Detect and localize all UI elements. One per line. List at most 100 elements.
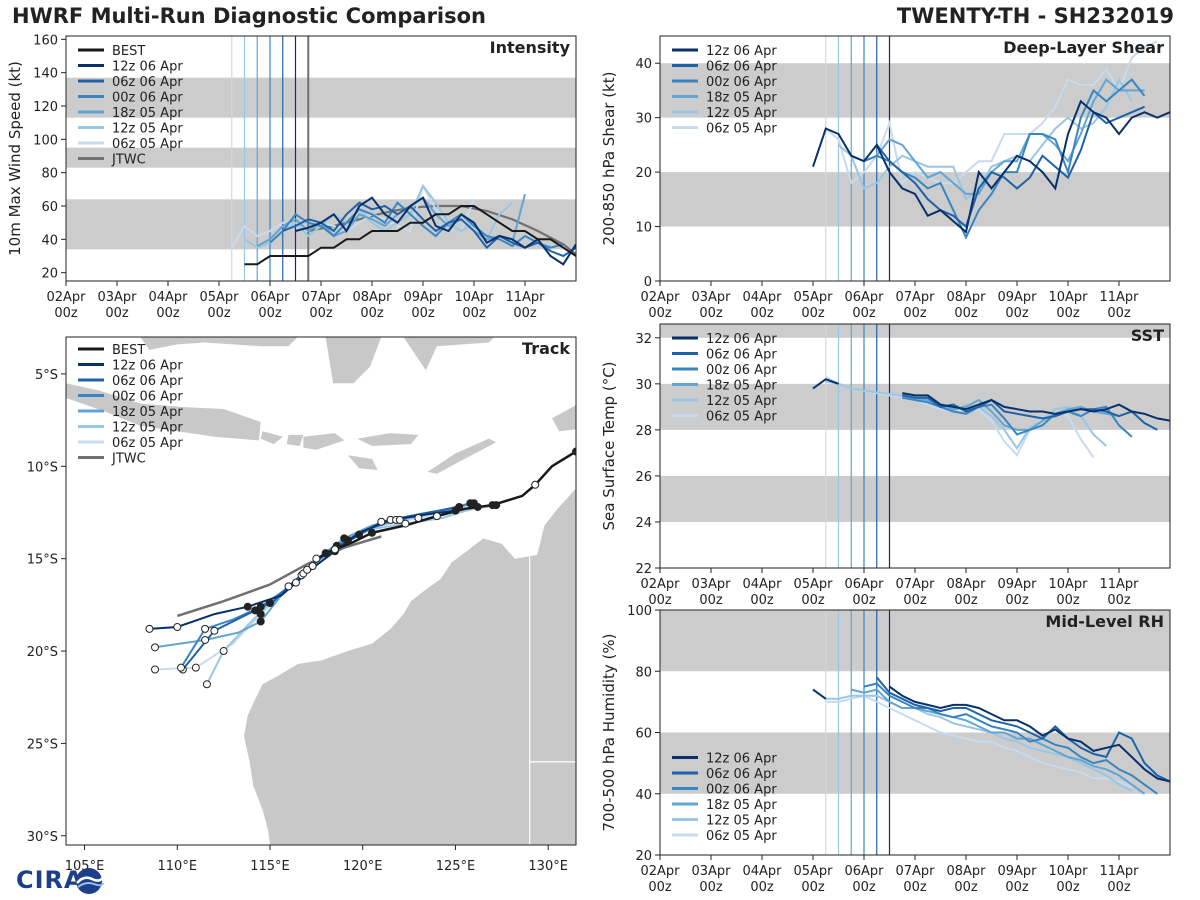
x-tick-date: 04Apr [742,577,782,592]
track-marker [395,515,404,524]
sulawesi-island [325,337,382,384]
track-marker [432,512,441,521]
shaded-band [660,475,1170,522]
panel-sst: 22242628303202Apr00z03Apr00z04Apr00z05Ap… [600,323,1171,608]
x-tick-hour: 00z [852,306,876,321]
storm-id: TWENTY-TH - SH232019 [896,4,1174,28]
legend-label: 12z 06 Apr [706,752,777,767]
y-tick-label: 5°S [35,368,58,383]
legend-label: 06z 05 Apr [706,122,777,137]
y-tick-label: 20 [635,849,652,864]
x-tick-date: 11Apr [1099,864,1139,879]
y-tick-label: 30 [635,112,652,127]
x-tick-date: 11Apr [1099,577,1139,592]
track-marker [256,617,265,626]
x-tick-hour: 00z [954,593,978,608]
x-tick-hour: 00z [1107,880,1131,895]
legend-label: 06z 06 Apr [112,374,183,389]
x-tick-date: 06Apr [844,577,884,592]
legend-label: 12z 06 Apr [706,44,777,59]
track-marker [321,549,330,558]
track-marker [266,599,274,608]
tanimbar-island [551,405,576,432]
legend-label: 06z 05 Apr [112,137,183,152]
legend-label: 12z 06 Apr [706,332,777,347]
legend-label: 00z 06 Apr [706,75,777,90]
x-tick-date: 04Apr [742,290,782,305]
x-tick-hour: 00z [1056,593,1080,608]
x-tick-hour: 00z [1056,880,1080,895]
x-tick-date: 06Apr [844,290,884,305]
track-marker [243,602,252,611]
track-marker [201,635,210,644]
shaded-band [660,172,1170,227]
panel-intensity: 2040608010012014016002Apr00z03Apr00z04Ap… [6,33,577,321]
x-tick-hour: 00z [648,593,672,608]
x-tick-date: 05Apr [793,864,833,879]
x-tick-date: 08Apr [352,290,392,305]
x-tick-date: 04Apr [148,290,188,305]
shaded-band [660,610,1170,672]
x-tick-date: 11Apr [1099,290,1139,305]
axes-frame [65,336,577,846]
x-tick-hour: 00z [699,306,723,321]
x-tick-date: 07Apr [895,577,935,592]
track-marker [251,606,260,615]
lombok-island [286,434,304,446]
panel-shear: 01020304002Apr00z03Apr00z04Apr00z05Apr00… [600,35,1171,321]
x-tick-date: 03Apr [691,577,731,592]
series-group [230,183,576,266]
x-tick-date: 08Apr [946,577,986,592]
x-tick-hour: 00z [801,880,825,895]
x-tick-date: 04Apr [742,864,782,879]
run-line [851,688,1146,795]
jtwc-track [176,535,382,618]
bali-island [260,431,283,445]
y-tick-label: 140 [33,67,58,82]
legend-label: 12z 05 Apr [706,394,777,409]
x-tick-hour: 00z [699,880,723,895]
run-lead-line [812,127,891,173]
y-tick-label: 60 [41,200,58,215]
y-tick-label: 80 [635,665,652,680]
cira-logo: CIRA [6,866,106,896]
legend-label: BEST [112,343,145,358]
x-tick-date: 10Apr [454,290,494,305]
track-marker [291,578,300,587]
legend-label: 12z 06 Apr [112,60,183,75]
run-line [825,694,1133,792]
y-tick-label: 0 [644,275,652,290]
x-tick-label: 130°E [528,859,568,874]
y-tick-label: 28 [635,424,652,439]
y-tick-label: 15°S [27,553,58,568]
x-tick-hour: 00z [1056,306,1080,321]
legend-label: BEST [112,44,145,59]
y-tick-label: 22 [635,562,652,577]
x-tick-hour: 00z [852,593,876,608]
panel-title: Mid-Level RH [1045,612,1164,631]
x-tick-hour: 00z [309,306,333,321]
x-tick-date: 08Apr [946,864,986,879]
x-tick-hour: 00z [750,880,774,895]
x-tick-date: 05Apr [793,577,833,592]
x-tick-hour: 00z [903,880,927,895]
legend-label: 12z 05 Apr [706,106,777,121]
track-marker [284,582,293,591]
x-tick-date: 09Apr [403,290,443,305]
borneo-island [140,337,298,350]
run-line [243,184,513,249]
x-tick-hour: 00z [954,880,978,895]
y-axis-label: Sea Surface Temp (°C) [600,361,618,530]
y-tick-label: 40 [41,233,58,248]
run-line [888,685,1170,783]
y-tick-label: 100 [627,604,652,619]
legend-label: 00z 06 Apr [112,390,183,405]
y-tick-label: 32 [635,332,652,347]
x-tick-date: 09Apr [997,290,1037,305]
legend-label: JTWC [111,452,146,467]
x-tick-label: 120°E [343,859,383,874]
y-tick-label: 20°S [27,645,58,660]
x-tick-hour: 00z [903,306,927,321]
legend-label: 06z 06 Apr [706,60,777,75]
